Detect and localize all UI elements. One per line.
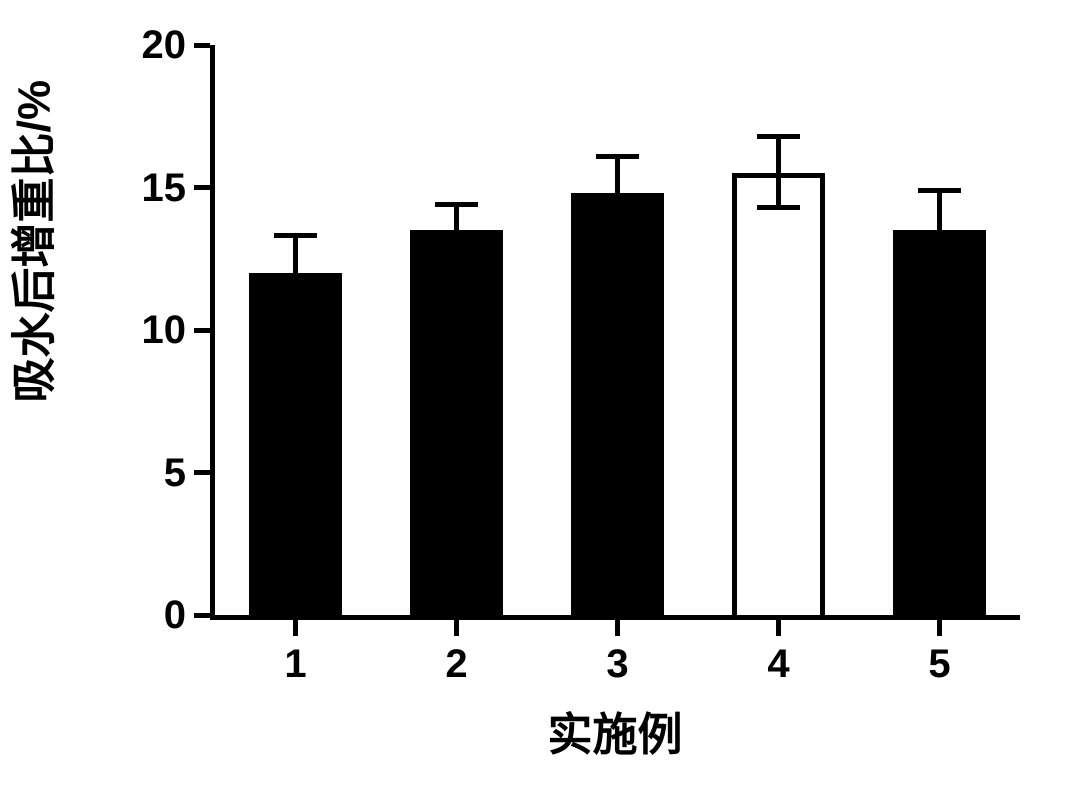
bar bbox=[410, 230, 503, 615]
x-tick-label: 3 bbox=[588, 642, 648, 687]
error-bar-upper bbox=[454, 205, 459, 231]
x-tick bbox=[776, 620, 781, 636]
y-tick bbox=[194, 185, 210, 190]
bar-chart: 0 5 10 15 20 吸水后增重比/% 1 2 3 4 5 实施例 bbox=[0, 0, 1070, 799]
error-cap-lower bbox=[757, 205, 799, 210]
x-tick-label: 5 bbox=[910, 642, 970, 687]
y-tick-label: 10 bbox=[142, 308, 187, 353]
error-bar-upper bbox=[776, 136, 781, 173]
y-tick-label: 20 bbox=[142, 23, 187, 68]
y-tick bbox=[194, 43, 210, 48]
error-cap-upper bbox=[757, 134, 799, 139]
x-axis-label: 实施例 bbox=[210, 698, 1020, 763]
x-tick-label: 4 bbox=[749, 642, 809, 687]
error-bar-lower bbox=[776, 173, 781, 207]
y-tick bbox=[194, 328, 210, 333]
error-cap-upper bbox=[918, 188, 960, 193]
y-tick-label: 15 bbox=[142, 166, 187, 211]
y-tick-label: 5 bbox=[164, 451, 186, 496]
error-bar-upper bbox=[293, 236, 298, 273]
y-axis-line bbox=[210, 45, 215, 620]
x-tick bbox=[615, 620, 620, 636]
x-tick-label: 1 bbox=[266, 642, 326, 687]
error-cap-upper bbox=[435, 202, 477, 207]
bar bbox=[732, 173, 825, 615]
y-axis-label: 吸水后增重比/% bbox=[0, 283, 63, 403]
x-tick-label: 2 bbox=[427, 642, 487, 687]
x-tick bbox=[293, 620, 298, 636]
bar bbox=[893, 230, 986, 615]
x-tick bbox=[937, 620, 942, 636]
error-cap-upper bbox=[274, 233, 316, 238]
error-bar-upper bbox=[615, 156, 620, 193]
x-tick bbox=[454, 620, 459, 636]
y-tick bbox=[194, 470, 210, 475]
y-tick-label: 0 bbox=[164, 593, 186, 638]
bar bbox=[249, 273, 342, 615]
error-cap-upper bbox=[596, 154, 638, 159]
y-tick bbox=[194, 613, 210, 618]
bar bbox=[571, 193, 664, 615]
error-bar-upper bbox=[937, 190, 942, 230]
